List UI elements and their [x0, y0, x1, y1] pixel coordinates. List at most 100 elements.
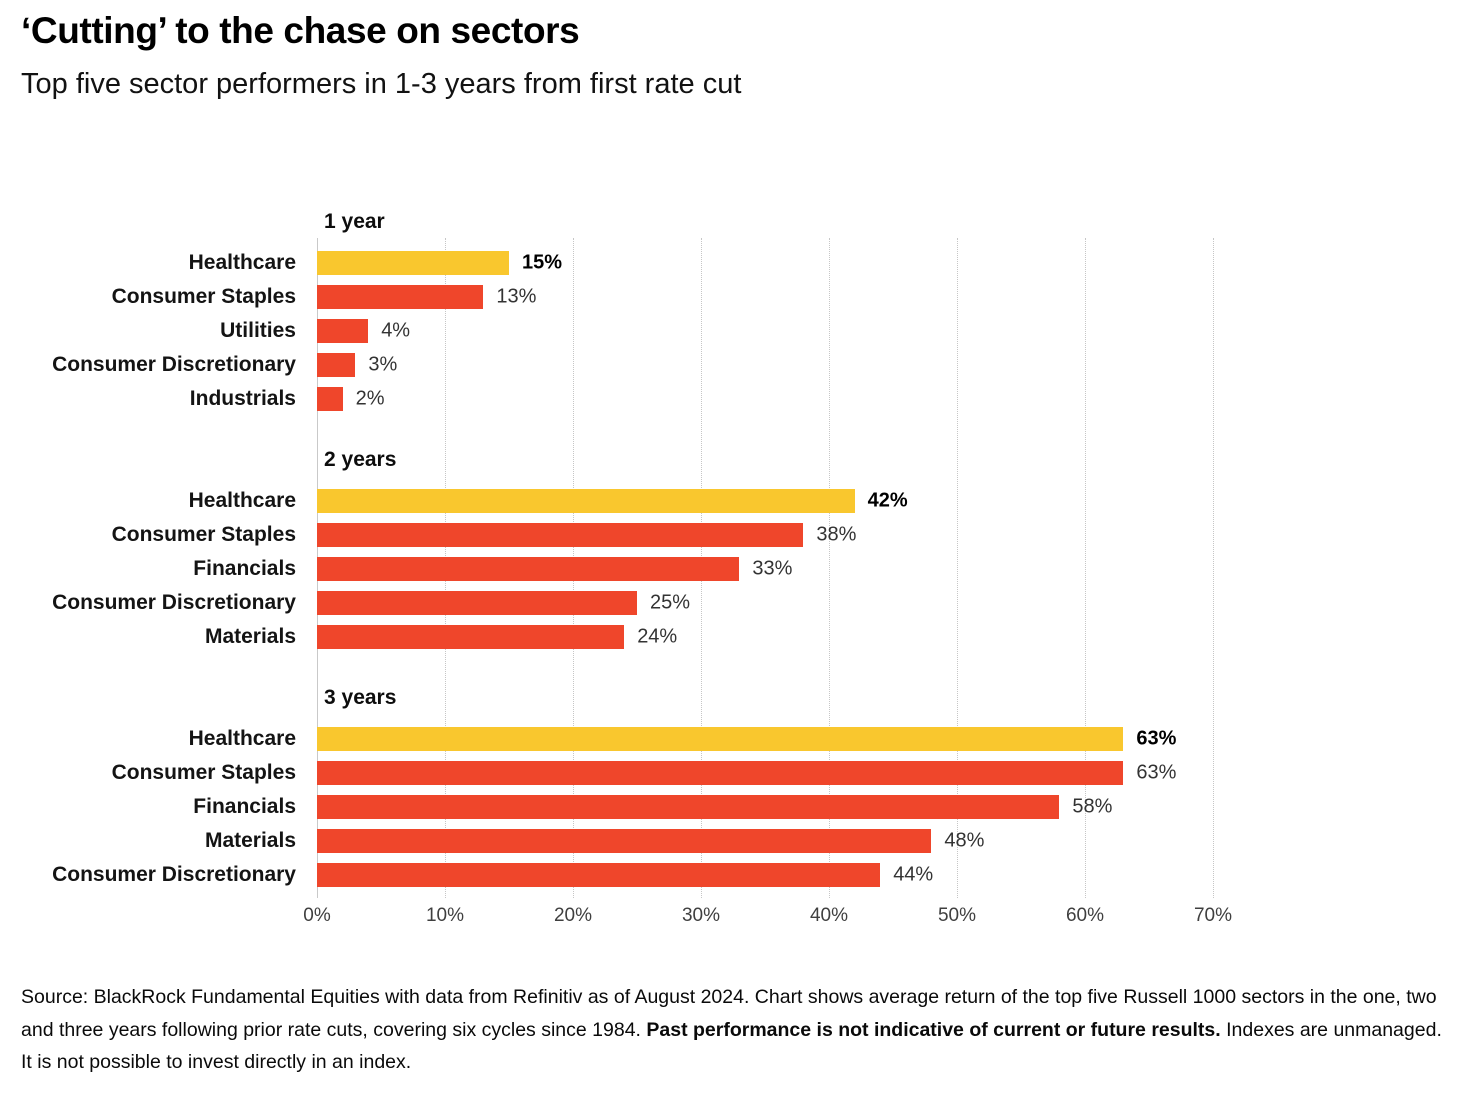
gridline — [1213, 238, 1214, 898]
x-axis: 0% 10% 20% 30% 40% 50% 60% 70% — [0, 905, 1460, 933]
bar-value-label: 15% — [522, 251, 563, 274]
bar-value-label: 3% — [368, 353, 398, 376]
bar — [317, 625, 625, 649]
bar-value-label: 42% — [867, 489, 908, 512]
bar-row: Consumer Staples 63% — [0, 756, 1460, 790]
bar-row: Financials 33% — [0, 552, 1460, 586]
bar-track: 4% — [317, 319, 1213, 343]
x-tick-label: 60% — [1065, 905, 1105, 926]
category-label: Financials — [193, 557, 296, 580]
source-text-continued: Indexes are unmanaged. It is not possibl… — [21, 1018, 1442, 1074]
x-tick-label: 10% — [425, 905, 465, 926]
bar-row: Industrials 2% — [0, 382, 1460, 416]
bar-row: Consumer Staples 13% — [0, 280, 1460, 314]
bar-row: Healthcare 15% — [0, 246, 1460, 280]
x-tick-label: 20% — [553, 905, 593, 926]
bar — [317, 829, 932, 853]
bar-track: 3% — [317, 353, 1213, 377]
bar-track: 38% — [317, 523, 1213, 547]
bar-row: Consumer Discretionary 3% — [0, 348, 1460, 382]
bar-value-label: 48% — [944, 829, 985, 852]
bar — [317, 285, 484, 309]
category-label: Materials — [204, 829, 296, 852]
bar — [317, 591, 637, 615]
bar-row: Utilities 4% — [0, 314, 1460, 348]
bar-value-label: 63% — [1136, 727, 1177, 750]
category-label: Healthcare — [188, 251, 296, 274]
bar-value-label: 58% — [1072, 795, 1113, 818]
bar-track: 63% — [317, 761, 1213, 785]
category-label: Consumer Discretionary — [52, 353, 296, 376]
bar — [317, 489, 855, 513]
bar-row: Consumer Staples 38% — [0, 518, 1460, 552]
source-text: Source: BlackRock Fundamental Equities w… — [21, 986, 1437, 1041]
category-label: Financials — [193, 795, 296, 818]
bar-group: 1 year Healthcare 15% Consumer Staples 13% Ut… — [0, 209, 1460, 416]
bar — [317, 523, 804, 547]
bar-row: Healthcare 42% — [0, 484, 1460, 518]
category-label: Consumer Discretionary — [52, 591, 296, 614]
bar-value-label: 38% — [816, 523, 857, 546]
bar-value-label: 33% — [752, 557, 793, 580]
x-tick-label: 30% — [681, 905, 721, 926]
source-note: Source: BlackRock Fundamental Equities w… — [21, 981, 1445, 1079]
category-label: Healthcare — [188, 489, 296, 512]
bar-value-label: 13% — [496, 285, 537, 308]
bar-value-label: 24% — [637, 625, 678, 648]
bar-track: 15% — [317, 251, 1213, 275]
bar-row: Consumer Discretionary 25% — [0, 586, 1460, 620]
bar — [317, 795, 1060, 819]
bar — [317, 319, 369, 343]
bar — [317, 863, 881, 887]
bar-track: 2% — [317, 387, 1213, 411]
bar-track: 42% — [317, 489, 1213, 513]
bar-track: 48% — [317, 829, 1213, 853]
x-tick-label: 50% — [937, 905, 977, 926]
category-label: Consumer Discretionary — [52, 863, 296, 886]
bar — [317, 761, 1124, 785]
bar-value-label: 25% — [650, 591, 691, 614]
bar — [317, 353, 356, 377]
bar — [317, 557, 740, 581]
bar-track: 44% — [317, 863, 1213, 887]
gridline — [829, 238, 830, 898]
category-label: Healthcare — [188, 727, 296, 750]
bar-row: Materials 24% — [0, 620, 1460, 654]
bar-value-label: 63% — [1136, 761, 1177, 784]
bar-row: Consumer Discretionary 44% — [0, 858, 1460, 892]
page-title: ‘Cutting’ to the chase on sectors — [21, 10, 580, 51]
x-tick-label: 40% — [809, 905, 849, 926]
gridline — [1085, 238, 1086, 898]
bar-track: 24% — [317, 625, 1213, 649]
bar-track: 33% — [317, 557, 1213, 581]
bar-track: 25% — [317, 591, 1213, 615]
bar-track: 13% — [317, 285, 1213, 309]
gridline — [957, 238, 958, 898]
category-label: Consumer Staples — [111, 761, 296, 784]
bar-value-label: 4% — [381, 319, 411, 342]
category-label: Consumer Staples — [111, 285, 296, 308]
group-title: 2 years — [324, 448, 397, 471]
chart-groups: 1 year Healthcare 15% Consumer Staples 13% Ut… — [0, 205, 1460, 965]
bar-group: 3 years Healthcare 63% Consumer Staples 63% F… — [0, 685, 1460, 892]
bar — [317, 387, 343, 411]
group-title: 3 years — [324, 686, 397, 709]
bar-group: 2 years Healthcare 42% Consumer Staples 38% F… — [0, 447, 1460, 654]
category-label: Materials — [204, 625, 296, 648]
bar-chart: 1 year Healthcare 15% Consumer Staples 13% Ut… — [0, 205, 1460, 965]
x-tick-label: 0% — [303, 905, 331, 926]
bar-track: 58% — [317, 795, 1213, 819]
bar-row: Materials 48% — [0, 824, 1460, 858]
page-subtitle: Top five sector performers in 1-3 years … — [21, 68, 742, 100]
bar-track: 63% — [317, 727, 1213, 751]
x-tick-label: 70% — [1193, 905, 1233, 926]
category-label: Utilities — [220, 319, 296, 342]
bar-row: Financials 58% — [0, 790, 1460, 824]
source-disclaimer: Past performance is not indicative of cu… — [646, 1018, 1221, 1041]
group-title: 1 year — [324, 210, 385, 233]
bar-value-label: 2% — [355, 387, 385, 410]
category-label: Consumer Staples — [111, 523, 296, 546]
bar-value-label: 44% — [893, 863, 934, 886]
bar — [317, 727, 1124, 751]
